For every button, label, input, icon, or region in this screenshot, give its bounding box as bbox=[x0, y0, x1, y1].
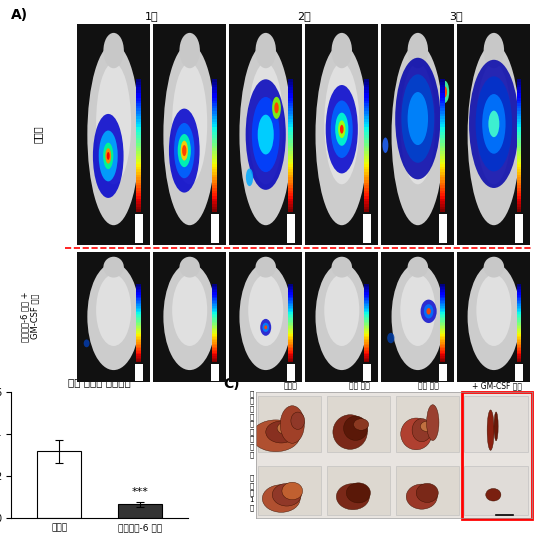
Text: 폐
종
양
1
개: 폐 종 양 1 개 bbox=[249, 475, 254, 511]
Text: 1주: 1주 bbox=[145, 11, 158, 21]
FancyBboxPatch shape bbox=[464, 396, 528, 452]
Ellipse shape bbox=[277, 422, 296, 435]
Text: 대조군: 대조군 bbox=[284, 381, 298, 390]
Ellipse shape bbox=[336, 484, 369, 509]
Ellipse shape bbox=[272, 483, 301, 506]
FancyBboxPatch shape bbox=[464, 466, 528, 515]
Ellipse shape bbox=[406, 484, 437, 509]
Text: ***: *** bbox=[132, 486, 148, 497]
Text: 인터루킨-6 항체 +
GM-CSF 항체: 인터루킨-6 항체 + GM-CSF 항체 bbox=[20, 292, 39, 342]
FancyBboxPatch shape bbox=[327, 396, 390, 452]
Bar bbox=[118, 505, 162, 518]
Ellipse shape bbox=[262, 485, 300, 512]
Text: 대조군: 대조군 bbox=[33, 125, 43, 144]
Text: 인터루킨-6 항체
+ GM-CSF 항체: 인터루킨-6 항체 + GM-CSF 항체 bbox=[472, 371, 523, 390]
Bar bbox=[37, 451, 82, 518]
Ellipse shape bbox=[412, 419, 431, 442]
Ellipse shape bbox=[333, 415, 367, 449]
Ellipse shape bbox=[266, 421, 297, 443]
Text: 전
이
림
프
절
및
폐
종
양: 전 이 림 프 절 및 폐 종 양 bbox=[249, 390, 254, 458]
Ellipse shape bbox=[494, 412, 498, 441]
Title: 종양 촉진성 대식세포: 종양 촉진성 대식세포 bbox=[68, 378, 131, 388]
Text: 3주: 3주 bbox=[449, 11, 463, 21]
Text: A): A) bbox=[11, 8, 28, 22]
Text: C): C) bbox=[224, 378, 240, 391]
Ellipse shape bbox=[343, 416, 368, 441]
Ellipse shape bbox=[420, 421, 434, 431]
Ellipse shape bbox=[401, 418, 431, 450]
Ellipse shape bbox=[282, 482, 302, 500]
FancyBboxPatch shape bbox=[396, 466, 459, 515]
Ellipse shape bbox=[486, 489, 501, 501]
Ellipse shape bbox=[487, 410, 494, 450]
Ellipse shape bbox=[252, 420, 300, 452]
Ellipse shape bbox=[427, 405, 439, 441]
Text: GM-CSF
항체 투여: GM-CSF 항체 투여 bbox=[414, 371, 443, 390]
FancyBboxPatch shape bbox=[258, 396, 321, 452]
Text: 2주: 2주 bbox=[297, 11, 310, 21]
FancyBboxPatch shape bbox=[327, 466, 390, 515]
FancyBboxPatch shape bbox=[258, 466, 321, 515]
Ellipse shape bbox=[280, 406, 305, 443]
Ellipse shape bbox=[346, 483, 370, 503]
FancyBboxPatch shape bbox=[396, 396, 459, 452]
Ellipse shape bbox=[416, 483, 438, 502]
Text: 인터루킨-6
항체 투여: 인터루킨-6 항체 투여 bbox=[347, 371, 373, 390]
Ellipse shape bbox=[354, 419, 369, 430]
Ellipse shape bbox=[291, 412, 305, 429]
